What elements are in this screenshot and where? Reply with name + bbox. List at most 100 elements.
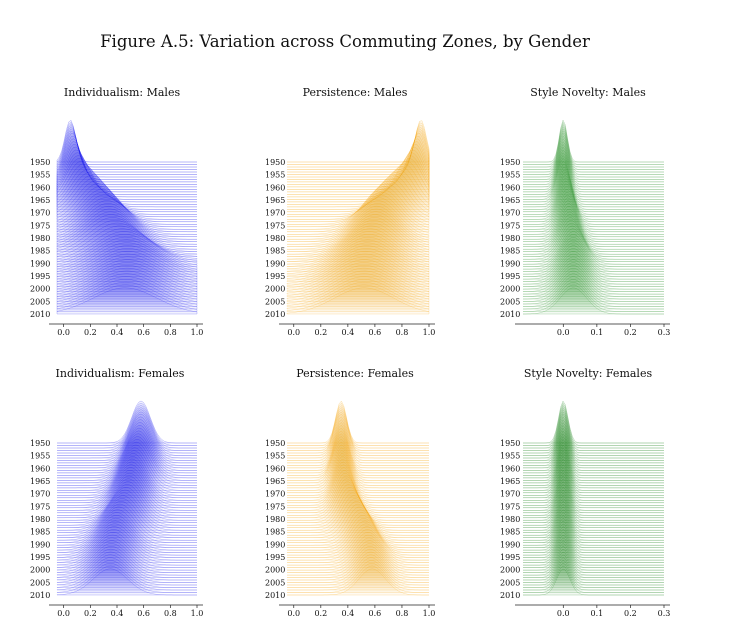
ridge-curve xyxy=(287,517,429,551)
ridge-curve xyxy=(523,416,664,461)
ridge-curve xyxy=(56,155,197,198)
year-label: 1995 xyxy=(30,272,50,281)
ridge-curve xyxy=(523,447,664,489)
ridge-curve xyxy=(287,450,429,491)
x-tick-label: 0.8 xyxy=(164,609,177,618)
ridge-curve xyxy=(523,565,664,593)
year-label: 2000 xyxy=(500,566,520,575)
ridge-curve xyxy=(523,529,664,561)
ridge-curve xyxy=(523,458,664,499)
ridge-curve xyxy=(286,239,430,272)
ridge-curve xyxy=(57,413,197,459)
x-tick-label: 0.1 xyxy=(590,328,603,337)
ridge-curve xyxy=(287,498,429,533)
year-label: 1955 xyxy=(265,452,285,461)
ridge-curve xyxy=(523,413,664,459)
ridge-curve xyxy=(523,526,664,558)
ridge-curve xyxy=(287,458,429,499)
ridge-curve xyxy=(523,523,664,556)
ridge-curve xyxy=(287,464,429,504)
x-tick-label: 0.2 xyxy=(624,328,637,337)
year-label: 1990 xyxy=(30,259,50,268)
year-label: 1995 xyxy=(500,553,520,562)
ridge-curve xyxy=(56,515,197,548)
ridge-curve xyxy=(287,177,430,218)
x-tick-label: 0.4 xyxy=(341,609,354,618)
ridge-curve xyxy=(523,537,664,568)
year-label: 1955 xyxy=(500,452,520,461)
ridge-curve xyxy=(57,436,197,479)
year-label: 1975 xyxy=(500,221,520,230)
x-tick-label: 1.0 xyxy=(423,328,436,337)
year-label: 1980 xyxy=(500,234,520,243)
ridge-curve xyxy=(287,211,430,247)
x-tick-label: 0.3 xyxy=(658,328,671,337)
ridge-curve xyxy=(523,551,664,581)
ridge-curve xyxy=(57,427,197,471)
ridge-curve xyxy=(287,534,429,566)
ridge-curve xyxy=(56,281,198,310)
year-label: 1980 xyxy=(30,515,50,524)
ridge-curve xyxy=(287,214,430,250)
ridge-curve xyxy=(523,149,664,193)
ridge-curve xyxy=(287,492,429,528)
x-tick-label: 0.0 xyxy=(57,328,70,337)
ridge-curve xyxy=(287,169,430,210)
ridge-curve xyxy=(56,565,197,593)
ridge-curve xyxy=(522,234,664,267)
ridge-curve xyxy=(56,531,197,563)
year-label: 1960 xyxy=(265,464,285,473)
ridge-curve xyxy=(56,265,198,295)
ridge-curve xyxy=(286,248,430,280)
ridge-curve xyxy=(56,144,197,188)
ridge-curve xyxy=(286,236,430,270)
ridge-curve xyxy=(286,256,430,287)
year-label: 2000 xyxy=(500,285,520,294)
ridge-curve xyxy=(287,568,429,596)
ridge-curve xyxy=(523,543,664,573)
ridge-curve xyxy=(286,222,430,257)
ridge-curve xyxy=(287,191,430,230)
x-tick-label: 0.2 xyxy=(84,328,97,337)
ridge-curve xyxy=(56,509,197,543)
ridge-curve xyxy=(286,245,430,277)
ridge-curve xyxy=(523,419,664,464)
ridge-curve xyxy=(523,427,664,471)
ridge-curve xyxy=(287,120,430,163)
ridge-curve xyxy=(523,436,664,479)
year-label: 2000 xyxy=(30,566,50,575)
ridge-curve xyxy=(287,489,429,526)
ridge-curve xyxy=(523,509,664,543)
ridge-curve xyxy=(57,439,197,481)
year-label: 1990 xyxy=(500,259,520,268)
year-label: 2005 xyxy=(30,578,50,587)
ridge-curve xyxy=(286,265,430,295)
ridge-curve xyxy=(287,523,429,556)
year-label: 1975 xyxy=(500,502,520,511)
ridge-curve xyxy=(57,409,197,454)
year-label: 1970 xyxy=(30,209,50,218)
ridge-curve xyxy=(523,183,664,223)
ridge-curve xyxy=(523,253,664,285)
ridge-curve xyxy=(287,467,429,506)
ridge-curve xyxy=(287,551,429,581)
ridge-curves xyxy=(522,119,664,315)
ridge-curve xyxy=(56,523,197,556)
ridge-curve xyxy=(57,444,197,486)
ridge-curve xyxy=(57,478,197,516)
ridge-curve xyxy=(286,262,430,292)
ridge-curve xyxy=(287,481,429,519)
year-label: 2010 xyxy=(30,310,50,319)
ridge-curve xyxy=(523,409,664,454)
ridge-curve xyxy=(523,404,664,449)
ridge-curve xyxy=(523,194,664,233)
ridge-curve xyxy=(523,200,664,238)
ridge-curve xyxy=(287,160,430,203)
ridge-curve xyxy=(56,203,197,240)
ridge-curve xyxy=(523,177,664,218)
ridge-curve xyxy=(56,121,197,165)
ridge-curve xyxy=(56,526,197,558)
